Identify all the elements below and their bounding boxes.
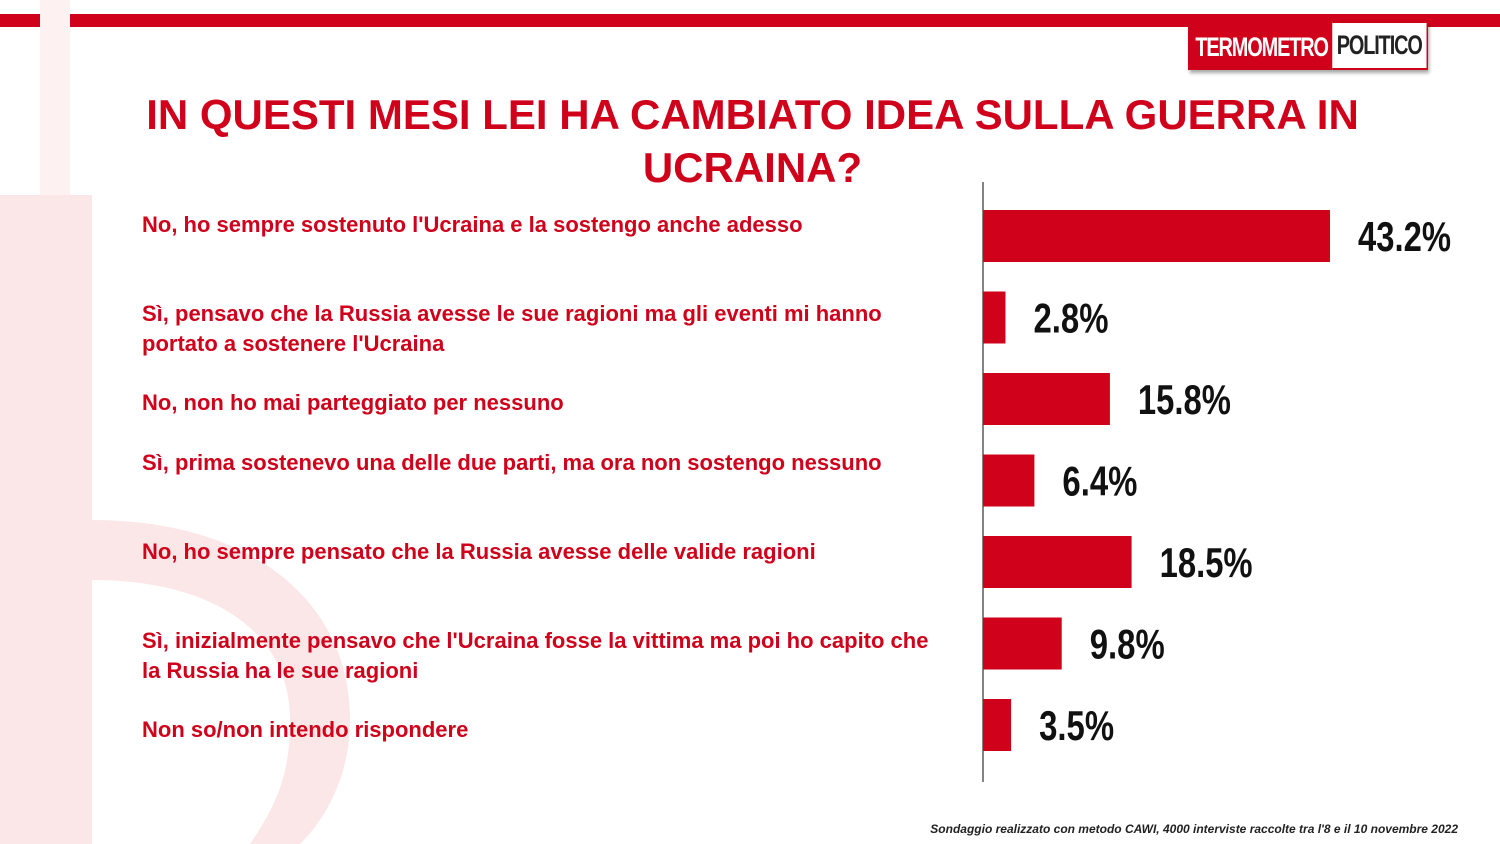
category-label-6: Sì, inizialmente pensavo che l'Ucraina f… bbox=[142, 628, 929, 683]
category-label-1: No, ho sempre sostenuto l'Ucraina e la s… bbox=[142, 212, 803, 237]
bar-3 bbox=[983, 373, 1110, 425]
value-label-6: 9.8% bbox=[1090, 621, 1165, 668]
category-label-3: No, non ho mai parteggiato per nessuno bbox=[142, 390, 564, 415]
survey-footnote: Sondaggio realizzato con metodo CAWI, 40… bbox=[930, 822, 1458, 836]
category-label-2: Sì, pensavo che la Russia avesse le sue … bbox=[142, 301, 882, 356]
category-label-7: Non so/non intendo rispondere bbox=[142, 717, 469, 742]
category-label-5: No, ho sempre pensato che la Russia aves… bbox=[142, 539, 816, 564]
bar-6 bbox=[983, 617, 1062, 670]
bar-4 bbox=[983, 454, 1035, 507]
value-label-3: 15.8% bbox=[1138, 376, 1231, 423]
termometro-politico-logo: TERMOMETRO POLITICO bbox=[1188, 21, 1428, 70]
value-label-5: 18.5% bbox=[1160, 539, 1253, 586]
logo-part-1: TERMOMETRO bbox=[1188, 21, 1333, 70]
value-label-1: 43.2% bbox=[1358, 213, 1451, 260]
top-accent-bar bbox=[0, 14, 1500, 27]
value-label-2: 2.8% bbox=[1033, 295, 1108, 342]
category-label-4: Sì, prima sostenevo una delle due parti,… bbox=[142, 450, 882, 475]
value-label-4: 6.4% bbox=[1062, 458, 1137, 505]
bar-7 bbox=[983, 699, 1012, 751]
bar-1 bbox=[983, 210, 1330, 262]
logo-part-2: POLITICO bbox=[1332, 21, 1428, 70]
value-label-7: 3.5% bbox=[1039, 702, 1114, 749]
bar-5 bbox=[983, 536, 1132, 588]
bar-2 bbox=[983, 291, 1006, 344]
chart-title: IN QUESTI MESI LEI HA CAMBIATO IDEA SULL… bbox=[146, 91, 1359, 191]
